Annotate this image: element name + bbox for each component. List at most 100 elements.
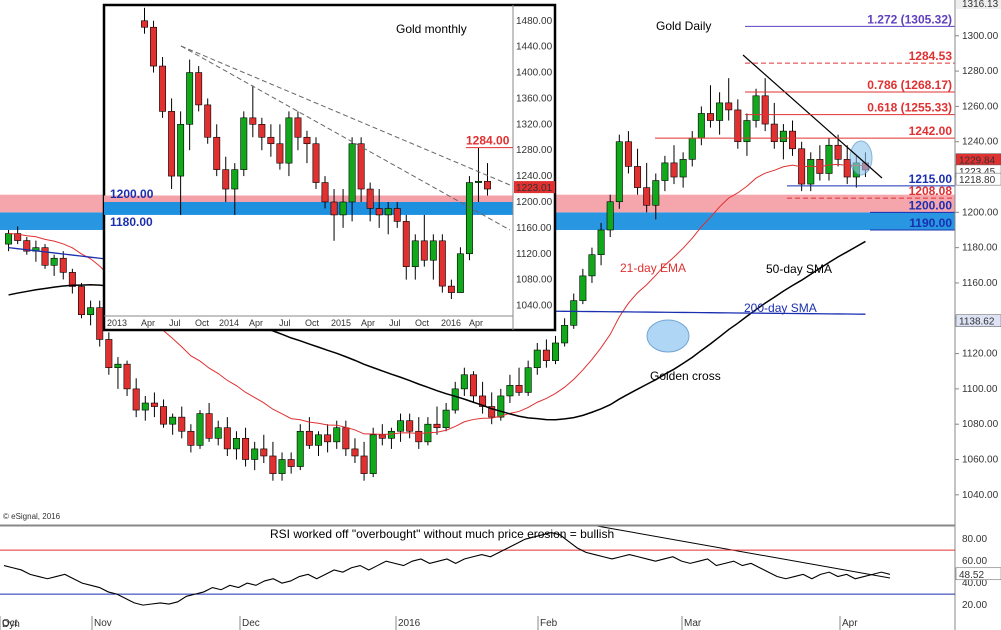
recent-test-marker [849,140,873,176]
inset-time-label: Oct [415,318,430,328]
candle-body [196,413,204,446]
candle-body [406,420,414,432]
candle-body [387,430,395,439]
monthly-candle-body [402,221,410,267]
candle-body [333,427,341,443]
candle-body [269,455,277,474]
candle-body [169,416,177,425]
time-tick-label: Oct [2,618,18,629]
rsi-line [3,532,891,606]
inset-price-tag-label: 1223.01 [516,183,553,194]
price-tick-label: 1040.00 [962,490,999,501]
monthly-candle-body [357,143,365,190]
candle-body [5,233,13,245]
price-tick-label: 1240.00 [962,137,999,148]
monthly-candle-body [484,180,491,190]
candle-body [87,307,95,316]
inset-price-tag [514,181,555,194]
time-axis: Oct Nov Dec 2016 Feb Mar Apr [0,524,955,630]
monthly-candle-body [276,143,284,164]
inset-price-tick: 1080.00 [516,275,553,286]
monthly-candle-body [240,117,248,170]
candle-body [524,367,532,393]
level-label: 1.272 (1305.32) [867,12,952,26]
level-label: 0.786 (1268.17) [867,78,952,92]
monthly-candle-body [258,124,266,138]
candle-body [460,374,468,390]
candle-body [579,275,587,301]
rsi-tick-label: 20.00 [962,600,987,611]
inset-time-label: 2015 [331,318,351,328]
time-tick-label: Nov [94,618,112,629]
monthly-candle-body [420,240,428,261]
candle-body [232,438,240,450]
monthly-candle-body [177,124,185,177]
monthly-candle-body [249,117,257,125]
candle-body [643,187,651,206]
monthly-candle-body [186,72,194,125]
monthly-candle-body [348,143,356,203]
monthly-candle-body [330,201,338,216]
level-label: 1200.00 [909,198,953,212]
inset-time-label: Jul [389,318,401,328]
price-tick-label: 1080.00 [962,419,999,430]
monthly-candle-body [375,208,383,216]
golden-cross-label: Golden cross [650,369,721,383]
inset-time-label: 2016 [441,318,461,328]
rsi-trendline [596,525,891,579]
inset-price-tick: 1280.00 [516,145,553,156]
level-label: 1284.53 [909,49,953,63]
daily-title: Gold Daily [656,19,711,33]
candle-body [807,159,815,185]
monthly-candle-body [393,208,401,222]
copyright-text: © eSignal, 2016 [3,512,61,521]
candle-body [324,434,332,443]
candle-body [123,363,131,390]
price-tick-label: 1200.00 [962,207,999,218]
monthly-candle-body [321,182,329,203]
candle-body [260,448,268,457]
candle-body [178,416,186,432]
inset-time-label: Oct [305,318,320,328]
candle-body [287,459,295,467]
monthly-candle-body [339,201,347,216]
inset-time-label: Apr [469,318,483,328]
top-price-label: 1316.13 [962,0,999,10]
candle-body [278,459,286,474]
monthly-candle-body [366,188,374,209]
candle-body [670,162,678,178]
monthly-candle-body [438,240,446,287]
candle-body [442,409,450,429]
candle-body [397,420,405,432]
inset-price-tick: 1400.00 [516,68,553,79]
monthly-candle-body [222,169,230,190]
monthly-candle-body [294,117,302,138]
rsi-panel: 20.00 40.00 60.00 80.00 48.52 [0,525,1001,611]
candle-body [59,257,67,273]
inset-price-tick: 1120.00 [516,249,552,260]
candle-body [542,349,550,361]
monthly-title: Gold monthly [396,22,467,36]
inset-zone-pink [104,195,513,202]
monthly-candle-body [213,136,221,170]
candle-body [378,434,386,439]
price-axis: 1040.001060.001080.001100.001120.001140.… [954,0,1001,630]
time-tick-label: 2016 [398,618,421,629]
inset-level-label: 1284.00 [466,134,510,148]
inset-price-tick: 1480.00 [516,16,553,27]
candle-body [716,102,724,121]
inset-time-label: Apr [141,318,155,328]
candle-body [706,113,714,121]
candle-body [661,162,669,181]
candle-body [615,141,623,203]
monthly-candle-body [475,180,482,183]
candle-body [187,430,195,446]
price-tick-label: 1100.00 [962,384,998,395]
level-label: 1242.00 [909,124,953,138]
candle-body [488,406,496,418]
candle-body [251,448,259,460]
inset-time-label: 2014 [219,318,239,328]
candle-body [570,300,578,326]
